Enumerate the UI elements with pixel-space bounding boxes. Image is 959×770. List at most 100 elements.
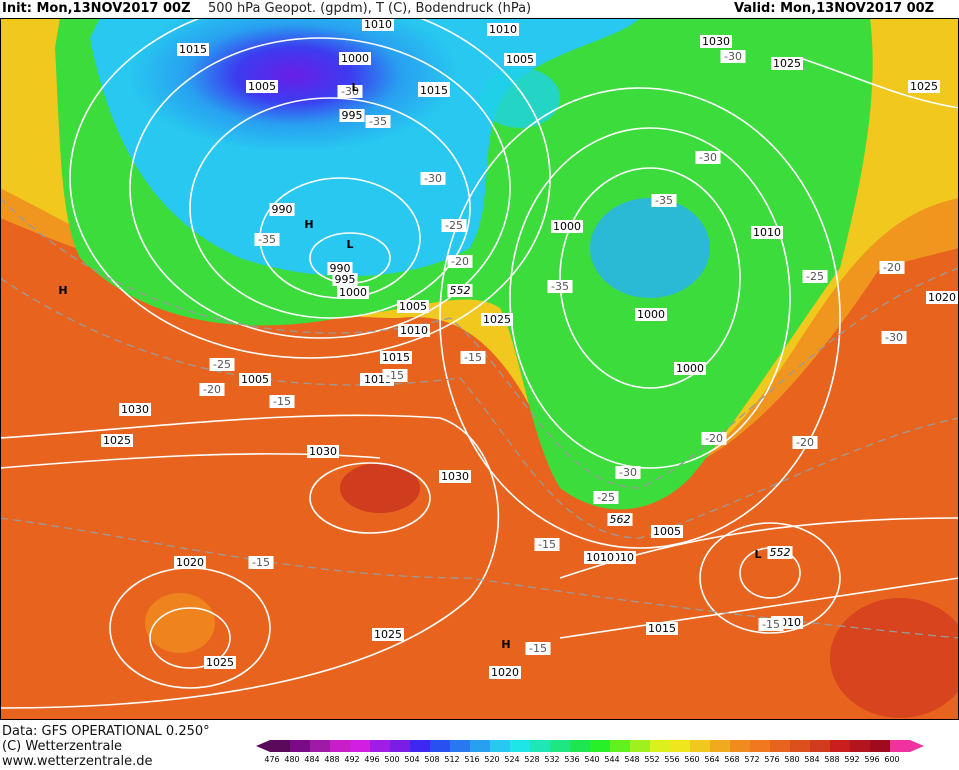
colorbar-label: 592 bbox=[844, 755, 859, 764]
chart-header: Init: Mon,13NOV2017 00Z 500 hPa Geopot. … bbox=[0, 0, 959, 18]
chart-title: 500 hPa Geopot. (gpdm), T (C), Bodendruc… bbox=[208, 1, 532, 16]
field-warm-core-3 bbox=[830, 598, 959, 718]
isobar-label: 1010 bbox=[586, 551, 614, 564]
isobar-label-bg bbox=[584, 551, 616, 564]
isotherm-label: -30 bbox=[341, 85, 359, 98]
colorbar-cell bbox=[370, 740, 390, 752]
isobar-label-bg bbox=[771, 57, 803, 70]
isobar-label-bg bbox=[551, 220, 583, 233]
colorbar-label: 580 bbox=[784, 755, 799, 764]
isotherm-label: -30 bbox=[724, 50, 742, 63]
isobar-label: 1030 bbox=[309, 445, 337, 458]
isotherm-label: -15 bbox=[529, 642, 547, 655]
isotherm-label-bg bbox=[382, 369, 408, 382]
isobar-label: 1015 bbox=[179, 43, 207, 56]
isobar-label-bg bbox=[651, 525, 683, 538]
isobar-label: 1005 bbox=[506, 53, 534, 66]
pressure-center-high: H bbox=[501, 638, 510, 651]
colorbar-label: 564 bbox=[704, 755, 719, 764]
colorbar-label: 552 bbox=[644, 755, 659, 764]
colorbar-cell bbox=[590, 740, 610, 752]
geopotential-label-bg bbox=[767, 546, 793, 559]
colorbar-label: 516 bbox=[464, 755, 479, 764]
isotherm-label-bg bbox=[879, 261, 905, 274]
colorbar-cell bbox=[270, 740, 290, 752]
pressure-center-low: L bbox=[754, 548, 761, 561]
colorbar-label: 480 bbox=[284, 755, 299, 764]
isobar-label: 1025 bbox=[206, 656, 234, 669]
colorbar-cell bbox=[330, 740, 350, 752]
isobar-label-bg bbox=[337, 286, 369, 299]
isotherm-label-bg bbox=[792, 436, 818, 449]
isobar-label: 1020 bbox=[928, 291, 956, 304]
isotherm-label: -25 bbox=[806, 270, 824, 283]
isobar-label-bg bbox=[362, 18, 394, 31]
isobar-label-bg bbox=[481, 313, 513, 326]
colorbar-cell bbox=[810, 740, 830, 752]
isobar-label-bg bbox=[332, 273, 358, 286]
isobar-label: 1025 bbox=[103, 434, 131, 447]
colorbar-label: 540 bbox=[584, 755, 599, 764]
isobar-label-bg bbox=[487, 23, 519, 36]
isobar-label: 1025 bbox=[374, 628, 402, 641]
isotherm-label: -30 bbox=[699, 151, 717, 164]
isotherm-label: -35 bbox=[258, 233, 276, 246]
isotherm-label-bg bbox=[248, 556, 274, 569]
colorbar-cell bbox=[290, 740, 310, 752]
isobar-label-bg bbox=[339, 52, 371, 65]
colorbar-cell bbox=[390, 740, 410, 752]
isotherm-label: -15 bbox=[762, 618, 780, 631]
isotherm-label: -20 bbox=[203, 383, 221, 396]
isobar-label: 1025 bbox=[483, 313, 511, 326]
colorbar-cell bbox=[690, 740, 710, 752]
colorbar-label: 520 bbox=[484, 755, 499, 764]
colorbar-cell bbox=[410, 740, 430, 752]
colorbar-label: 512 bbox=[444, 755, 459, 764]
isobar-label: 1000 bbox=[341, 52, 369, 65]
colorbar-cell bbox=[790, 740, 810, 752]
isotherm-label-bg bbox=[534, 538, 560, 551]
colorbar-cell bbox=[550, 740, 570, 752]
isobar-label: 1015 bbox=[648, 622, 676, 635]
field-cyan-north bbox=[480, 68, 560, 128]
colorbar-label: 528 bbox=[524, 755, 539, 764]
isobar-label-bg bbox=[646, 622, 678, 635]
isobar-label: 1010 bbox=[489, 23, 517, 36]
geopotential-label: 552 bbox=[450, 284, 471, 297]
isobar-label: 1025 bbox=[773, 57, 801, 70]
isotherm-label: -30 bbox=[619, 466, 637, 479]
colorbar-label: 568 bbox=[724, 755, 739, 764]
isotherm-label-bg bbox=[701, 432, 727, 445]
colorbar-label: 560 bbox=[684, 755, 699, 764]
colorbar-label: 572 bbox=[744, 755, 759, 764]
colorbar-arrow-right bbox=[910, 740, 924, 752]
isotherm-label-bg bbox=[802, 270, 828, 283]
isotherm-label: -20 bbox=[705, 432, 723, 445]
isobar-label-bg bbox=[418, 84, 450, 97]
isotherm-label: -20 bbox=[883, 261, 901, 274]
colorbar-cell bbox=[490, 740, 510, 752]
isobar-label-bg bbox=[700, 35, 732, 48]
isobar-label-bg bbox=[101, 434, 133, 447]
colorbar-cell bbox=[510, 740, 530, 752]
isobar-label: 1000 bbox=[637, 308, 665, 321]
colorbar-cell bbox=[630, 740, 650, 752]
isobar-label-bg bbox=[239, 373, 271, 386]
isobar-label: 1000 bbox=[676, 362, 704, 375]
isobar-label-bg bbox=[269, 203, 295, 216]
isotherm-label-bg bbox=[593, 491, 619, 504]
colorbar-cell bbox=[870, 740, 890, 752]
isotherm-label-bg bbox=[420, 172, 446, 185]
isotherm-label-bg bbox=[199, 383, 225, 396]
isobar-label-bg bbox=[397, 300, 429, 313]
colorbar-cell bbox=[650, 740, 670, 752]
isobar-label: 990 bbox=[330, 262, 351, 275]
isobar-label: 1030 bbox=[702, 35, 730, 48]
colorbar-cell bbox=[670, 740, 690, 752]
colorbar-label: 536 bbox=[564, 755, 579, 764]
data-source: Data: GFS OPERATIONAL 0.250° bbox=[2, 724, 210, 739]
field-warm-core bbox=[340, 463, 420, 513]
isobar-label-bg bbox=[926, 291, 958, 304]
isobar-label-bg bbox=[177, 43, 209, 56]
colorbar-cell bbox=[610, 740, 630, 752]
